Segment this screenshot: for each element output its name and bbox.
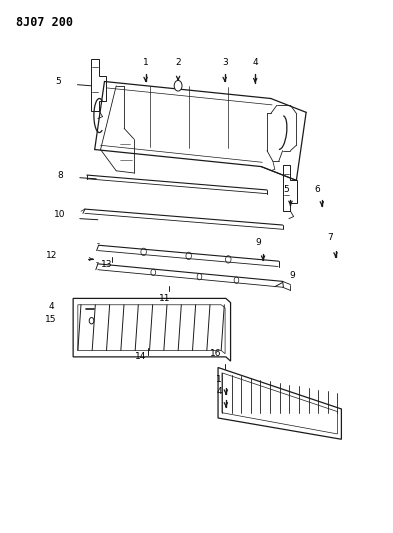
Text: 11: 11 bbox=[159, 294, 170, 303]
Text: 9: 9 bbox=[255, 238, 261, 247]
Text: 7: 7 bbox=[327, 233, 333, 242]
Text: 8J07 200: 8J07 200 bbox=[17, 15, 73, 29]
Circle shape bbox=[174, 80, 182, 91]
Text: 5: 5 bbox=[284, 185, 290, 194]
Text: 2: 2 bbox=[175, 58, 181, 67]
Text: 5: 5 bbox=[56, 77, 62, 86]
Text: 16: 16 bbox=[210, 349, 222, 358]
Text: 4: 4 bbox=[49, 302, 54, 311]
Text: 8: 8 bbox=[57, 171, 63, 180]
Circle shape bbox=[89, 318, 94, 324]
Text: 3: 3 bbox=[222, 58, 228, 67]
Text: 13: 13 bbox=[101, 260, 112, 269]
Text: 10: 10 bbox=[54, 210, 65, 219]
Text: 1: 1 bbox=[143, 58, 149, 67]
Text: 1: 1 bbox=[216, 375, 222, 384]
Text: 6: 6 bbox=[314, 185, 320, 194]
Text: 4: 4 bbox=[252, 58, 258, 67]
Text: 4: 4 bbox=[217, 387, 222, 397]
Text: 12: 12 bbox=[46, 252, 57, 260]
Text: 9: 9 bbox=[290, 271, 295, 279]
Text: 14: 14 bbox=[135, 352, 147, 361]
Text: 15: 15 bbox=[45, 314, 57, 324]
